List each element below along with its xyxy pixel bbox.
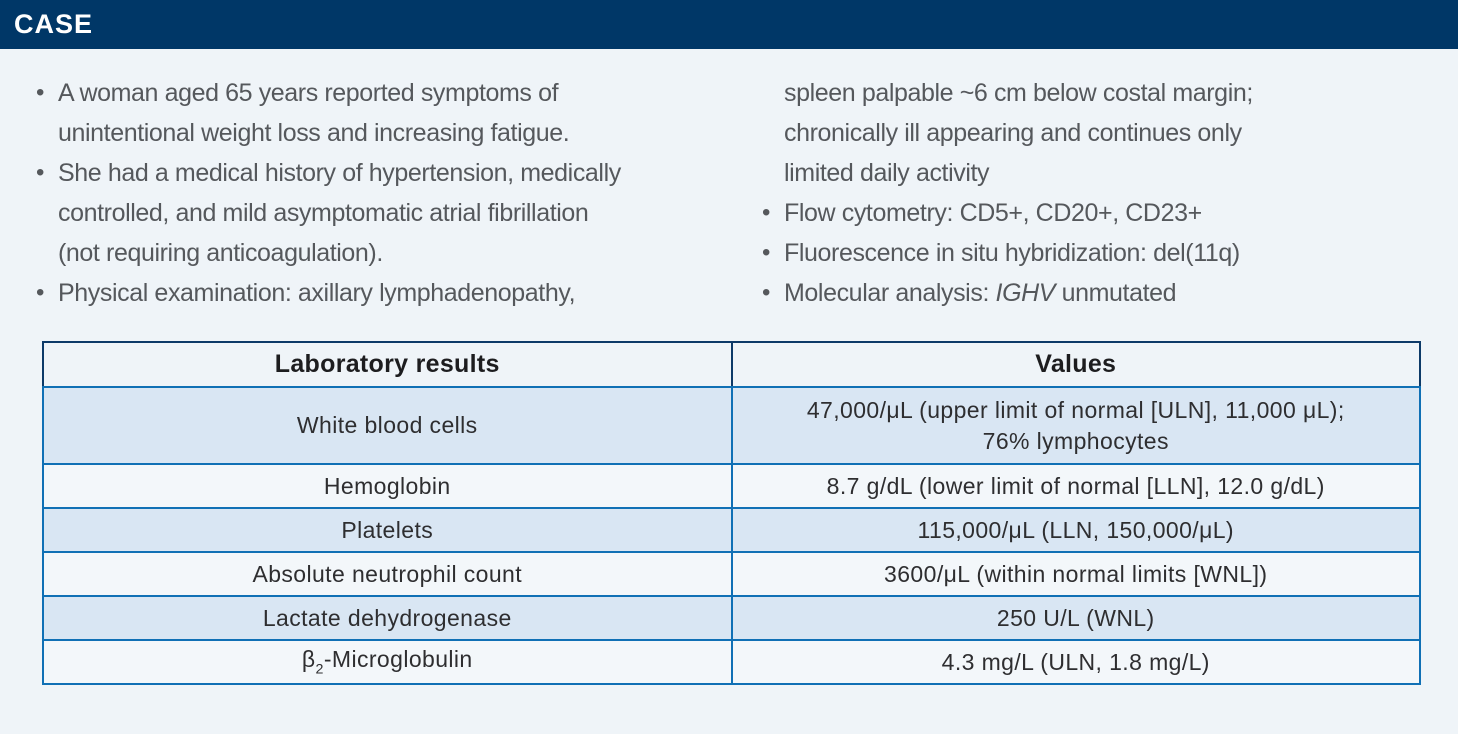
table-row: White blood cells 47,000/μL (upper limit…	[42, 386, 1421, 465]
case-summary-right-column: spleen palpable ~6 cm below costal margi…	[762, 73, 1458, 313]
bullet-line: unintentional weight loss and increasing…	[58, 119, 570, 147]
table-row: Lactate dehydrogenase 250 U/L (WNL)	[42, 595, 1421, 641]
beta-symbol: β	[301, 646, 316, 673]
lab-value-cell: 3600/μL (within normal limits [WNL])	[730, 551, 1421, 597]
lab-value-line: 47,000/μL (upper limit of normal [ULN], …	[806, 396, 1345, 423]
list-item-continuation: spleen palpable ~6 cm below costal margi…	[762, 73, 1458, 193]
column-header-laboratory-results: Laboratory results	[42, 341, 733, 388]
beta-subscript: 2	[315, 661, 324, 678]
list-item: • A woman aged 65 years reported symptom…	[36, 73, 762, 153]
lab-value-cell: 4.3 mg/L (ULN, 1.8 mg/L)	[730, 639, 1421, 685]
bullet-icon: •	[762, 199, 771, 226]
bullet-spacer	[762, 73, 784, 193]
lab-value-cell: 47,000/μL (upper limit of normal [ULN], …	[730, 386, 1421, 465]
lab-test-name-cell: Lactate dehydrogenase	[42, 595, 733, 641]
bullet-icon: •	[762, 239, 771, 266]
bullet-line: limited daily activity	[784, 159, 990, 187]
list-item: • Molecular analysis: IGHV unmutated	[762, 273, 1458, 313]
bullet-line: controlled, and mild asymptomatic atrial…	[58, 199, 589, 227]
bullet-line: Flow cytometry: CD5+, CD20+, CD23+	[784, 199, 1202, 227]
case-summary-left-column: • A woman aged 65 years reported symptom…	[36, 73, 762, 313]
bullet-line: Molecular analysis: IGHV unmutated	[784, 273, 1458, 313]
lab-value-cell: 250 U/L (WNL)	[730, 595, 1421, 641]
list-item: • Flow cytometry: CD5+, CD20+, CD23+	[762, 193, 1458, 233]
lab-results-table: Laboratory results Values White blood ce…	[42, 341, 1421, 685]
page-title: CASE	[14, 9, 94, 39]
bullet-line: A woman aged 65 years reported symptoms …	[58, 79, 559, 107]
lab-value-line: 76% lymphocytes	[982, 427, 1169, 454]
list-item: • Physical examination: axillary lymphad…	[36, 273, 762, 313]
case-summary: • A woman aged 65 years reported symptom…	[0, 49, 1458, 313]
table-row: Hemoglobin 8.7 g/dL (lower limit of norm…	[42, 463, 1421, 509]
bullet-line: Fluorescence in situ hybridization: del(…	[784, 239, 1240, 267]
lab-test-name-cell: Absolute neutrophil count	[42, 551, 733, 597]
bullet-icon: •	[762, 279, 771, 306]
bullet-line: (not requiring anticoagulation).	[58, 239, 383, 267]
table-row: Platelets 115,000/μL (LLN, 150,000/μL)	[42, 507, 1421, 553]
bullet-line: She had a medical history of hypertensio…	[58, 159, 621, 187]
lab-test-name-cell: Platelets	[42, 507, 733, 553]
bullet-icon: •	[36, 279, 45, 306]
microglobulin-label: -Microglobulin	[323, 646, 473, 673]
molecular-analysis-suffix: unmutated	[1055, 279, 1177, 307]
lab-test-name-cell: β2-Microglobulin	[42, 639, 733, 685]
gene-name-italic: IGHV	[995, 279, 1056, 307]
lab-test-name-cell: Hemoglobin	[42, 463, 733, 509]
bullet-line: chronically ill appearing and continues …	[784, 119, 1242, 147]
lab-test-name-cell: White blood cells	[42, 386, 733, 465]
column-header-values: Values	[730, 341, 1421, 388]
table-row: β2-Microglobulin 4.3 mg/L (ULN, 1.8 mg/L…	[42, 639, 1421, 685]
molecular-analysis-prefix: Molecular analysis:	[784, 279, 996, 307]
bullet-icon: •	[36, 79, 45, 106]
case-header-bar: CASE	[0, 0, 1458, 49]
bullet-line: Physical examination: axillary lymphaden…	[58, 279, 576, 307]
list-item: • She had a medical history of hypertens…	[36, 153, 762, 273]
table-row: Absolute neutrophil count 3600/μL (withi…	[42, 551, 1421, 597]
list-item: • Fluorescence in situ hybridization: de…	[762, 233, 1458, 273]
table-header-row: Laboratory results Values	[42, 341, 1421, 388]
bullet-icon: •	[36, 159, 45, 186]
lab-value-cell: 115,000/μL (LLN, 150,000/μL)	[730, 507, 1421, 553]
bullet-line: spleen palpable ~6 cm below costal margi…	[784, 79, 1253, 107]
lab-value-cell: 8.7 g/dL (lower limit of normal [LLN], 1…	[730, 463, 1421, 509]
